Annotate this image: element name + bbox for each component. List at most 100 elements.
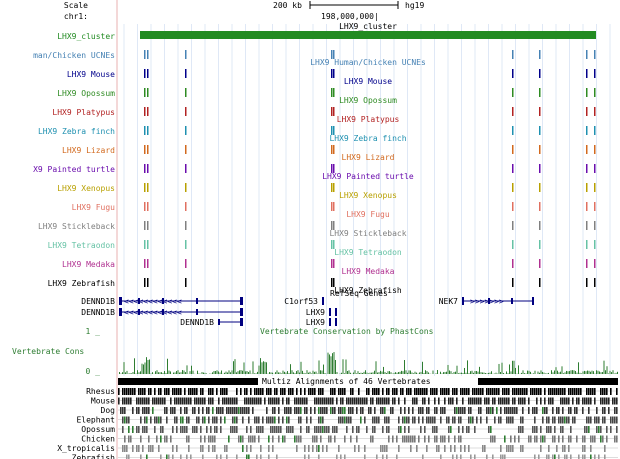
track-1[interactable]: LHX9_cluster LHX9_cluster xyxy=(57,22,596,41)
ucne-feature xyxy=(512,240,514,249)
track-label[interactable]: LHX9 Tetraodon xyxy=(48,241,116,250)
ucne-feature xyxy=(586,221,588,230)
ucne-feature xyxy=(539,145,541,154)
ucne-feature xyxy=(512,69,514,78)
track-label[interactable]: LHX9 Platypus xyxy=(52,108,115,117)
track-6[interactable]: LHX9 Zebra finch LHX9 Zebra finch xyxy=(38,126,596,143)
track-5[interactable]: LHX9 Platypus LHX9 Platypus xyxy=(52,107,596,124)
multiz-row: Dog xyxy=(101,406,618,415)
refseq-genes-track[interactable]: RefSeq Genes <<<<<<<<<<<< <<<<<<<<<<<< >… xyxy=(81,289,534,327)
ucne-feature xyxy=(331,126,333,135)
track-label[interactable]: LHX9_cluster xyxy=(57,32,115,41)
track-label[interactable]: LHX9 Medaka xyxy=(62,260,115,269)
ucne-feature xyxy=(185,107,187,116)
species-label: Dog xyxy=(101,406,116,415)
ucne-feature xyxy=(586,240,588,249)
track-7[interactable]: LHX9 Lizard LHX9 Lizard xyxy=(62,145,596,162)
ucne-feature xyxy=(333,259,335,268)
ucne-feature xyxy=(333,202,335,211)
multiz-row: Opossum xyxy=(81,425,618,434)
track-14[interactable]: LHX9 Zebrafish LHX9 Zebrafish xyxy=(48,278,596,295)
track-9[interactable]: LHX9 Xenopus LHX9 Xenopus xyxy=(57,183,596,200)
gene-label-dennd1b-2: DENND1B xyxy=(81,308,115,317)
svg-text:<<<<<<<<<<<<: <<<<<<<<<<<< xyxy=(124,308,182,317)
ucne-feature xyxy=(147,164,149,173)
track-label[interactable]: LHX9 Fugu xyxy=(72,203,116,212)
ucne-feature xyxy=(147,145,149,154)
ucne-feature xyxy=(586,183,588,192)
multiz-row: X_tropicalis xyxy=(57,444,618,453)
ucne-feature xyxy=(144,50,146,59)
track-2[interactable]: man/Chicken UCNEs LHX9 Human/Chicken UCNE… xyxy=(33,50,596,67)
track-3[interactable]: LHX9 Mouse LHX9 Mouse xyxy=(67,69,596,86)
track-11[interactable]: LHX9 Stickleback LHX9 Stickleback xyxy=(38,221,596,238)
track-label[interactable]: LHX9 Zebrafish xyxy=(48,279,116,288)
conservation-track[interactable]: 1 _ Vertebrate Conservation by PhastCons… xyxy=(12,327,618,376)
ucne-feature xyxy=(331,145,333,154)
ucne-feature xyxy=(144,88,146,97)
ucne-feature xyxy=(144,69,146,78)
track-title: LHX9 Xenopus xyxy=(339,191,397,200)
ucne-feature xyxy=(512,278,514,287)
refseq-title: RefSeq Genes xyxy=(330,289,388,298)
species-label: X_tropicalis xyxy=(57,444,115,453)
ucne-feature xyxy=(539,126,541,135)
track-label[interactable]: LHX9 Mouse xyxy=(67,70,115,79)
ucne-feature xyxy=(594,183,596,192)
ucne-feature xyxy=(594,107,596,116)
ucne-feature xyxy=(144,183,146,192)
ucne-feature xyxy=(144,221,146,230)
ucne-feature xyxy=(331,221,333,230)
ucne-feature xyxy=(144,164,146,173)
ucne-feature xyxy=(512,107,514,116)
ucne-feature xyxy=(331,259,333,268)
multiz-track[interactable]: Multiz Alignments of 46 Vertebrates Rhes… xyxy=(57,377,618,459)
track-label[interactable]: LHX9 Zebra finch xyxy=(38,127,115,136)
conservation-label: Vertebrate Cons xyxy=(12,347,84,356)
ucne-feature xyxy=(333,183,335,192)
ucne-feature xyxy=(539,107,541,116)
strand-arrows: <<<<<<<<<<<< <<<<<<<<<<<< >>>>>>> xyxy=(124,297,504,317)
ucne-feature xyxy=(594,259,596,268)
cluster-bar xyxy=(140,31,596,39)
track-4[interactable]: LHX9 Opossum LHX9 Opossum xyxy=(57,88,596,105)
ucne-feature xyxy=(331,278,333,287)
conservation-title: Vertebrate Conservation by PhastCons xyxy=(260,327,434,336)
track-label[interactable]: man/Chicken UCNEs xyxy=(33,51,115,60)
ucne-feature xyxy=(586,278,588,287)
multiz-species-rows: RhesusMouseDogElephantOpossumChickenX_tr… xyxy=(57,387,618,459)
ucne-feature xyxy=(512,88,514,97)
ucne-feature xyxy=(185,50,187,59)
ucne-feature xyxy=(512,221,514,230)
track-12[interactable]: LHX9 Tetraodon LHX9 Tetraodon xyxy=(48,240,596,257)
ucne-feature xyxy=(147,69,149,78)
track-10[interactable]: LHX9 Fugu LHX9 Fugu xyxy=(72,202,596,219)
ucne-feature xyxy=(331,107,333,116)
ucne-feature xyxy=(512,126,514,135)
ucne-feature xyxy=(333,69,335,78)
ucne-feature xyxy=(539,164,541,173)
scale-value: 200 kb xyxy=(273,1,302,10)
track-label[interactable]: LHX9 Stickleback xyxy=(38,222,115,231)
ucne-feature xyxy=(147,259,149,268)
ucne-feature xyxy=(333,240,335,249)
track-label[interactable]: X9 Painted turtle xyxy=(33,165,115,174)
gene-label-c1orf53: C1orf53 xyxy=(284,297,318,306)
track-label[interactable]: LHX9 Xenopus xyxy=(57,184,115,193)
ucne-feature xyxy=(586,107,588,116)
cons-scale-max: 1 _ xyxy=(86,327,101,336)
ucne-feature xyxy=(185,145,187,154)
species-label: Opossum xyxy=(81,425,115,434)
track-label[interactable]: LHX9 Opossum xyxy=(57,89,115,98)
scale-label: Scale xyxy=(64,1,88,10)
vertical-guide-lines xyxy=(123,24,611,376)
ucne-feature xyxy=(594,164,596,173)
ucne-feature xyxy=(333,164,335,173)
ucne-feature xyxy=(594,69,596,78)
track-8[interactable]: X9 Painted turtle LHX9 Painted turtle xyxy=(33,164,596,181)
ucne-feature xyxy=(333,278,335,287)
track-13[interactable]: LHX9 Medaka LHX9 Medaka xyxy=(62,259,596,276)
track-label[interactable]: LHX9 Lizard xyxy=(62,146,115,155)
ucne-feature xyxy=(586,164,588,173)
conservation-wiggle xyxy=(119,352,618,374)
